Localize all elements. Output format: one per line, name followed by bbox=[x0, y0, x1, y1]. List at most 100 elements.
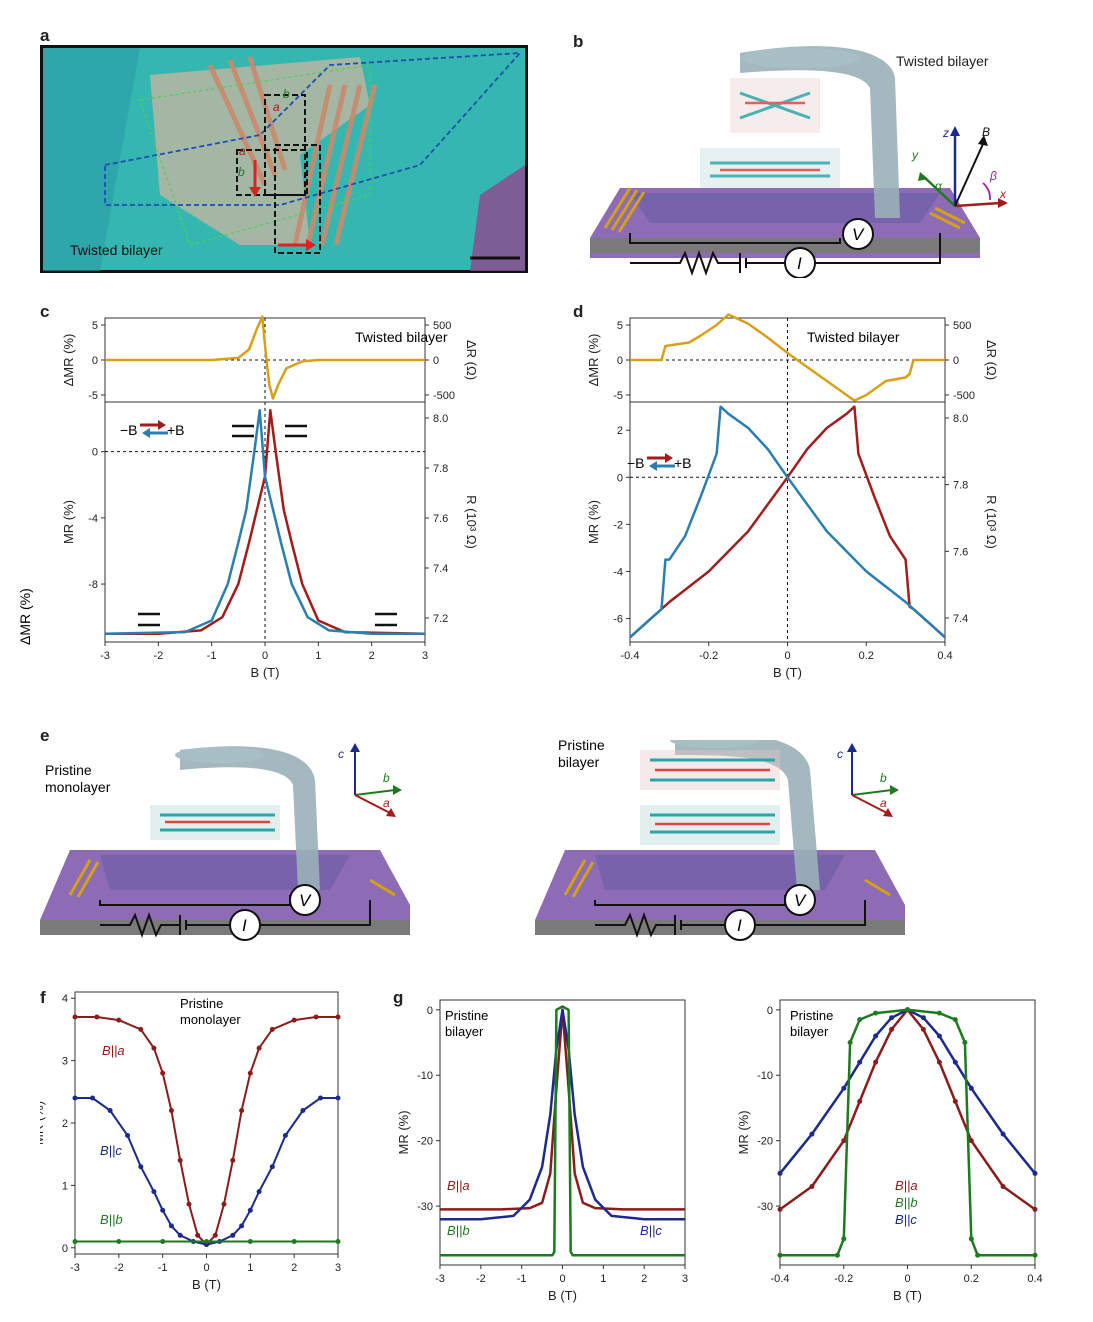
chart-d: -5 0 5 500 0 -500 ΔMR (%) ΔR (Ω) -6 -4 -2 0 2 8.0 7.8… bbox=[586, 313, 999, 680]
g_right-point bbox=[889, 1026, 895, 1032]
f-ytick-label: 3 bbox=[62, 1056, 68, 1068]
f-point bbox=[269, 1164, 275, 1170]
mono-axis-a: a bbox=[383, 796, 390, 810]
circuit-wire-v bbox=[629, 233, 841, 244]
f-point bbox=[335, 1095, 341, 1101]
chart-c-title: Twisted bilayer bbox=[355, 329, 448, 345]
mono-voltmeter-label: V bbox=[299, 891, 312, 910]
axis-x-label: x bbox=[999, 187, 1007, 201]
g_right-point bbox=[1032, 1252, 1038, 1258]
f-point bbox=[291, 1239, 297, 1244]
g_right-ytick-label: -20 bbox=[757, 1136, 773, 1148]
g_right-point bbox=[834, 1252, 840, 1258]
d_main-xtick-label: -0.4 bbox=[621, 650, 640, 662]
d_main-xtick-label: 0 bbox=[784, 650, 790, 662]
f-point bbox=[151, 1189, 157, 1195]
chart-g-left-plot: 0-10-20-30-3 -2 -1 0 1 2 3B (T)MR (%) bbox=[396, 999, 688, 1303]
f-point bbox=[247, 1070, 253, 1076]
g_right-xlabel: B (T) bbox=[893, 1288, 922, 1303]
c-top-ylabel: ΔMR (%) bbox=[17, 588, 33, 645]
f-point bbox=[230, 1232, 236, 1238]
g_right-point bbox=[952, 1059, 958, 1065]
g_right-point bbox=[857, 1059, 863, 1065]
f-point bbox=[247, 1239, 253, 1244]
chart-d-top: -5 0 5 500 0 -500 ΔMR (%) ΔR (Ω) bbox=[586, 313, 999, 403]
f-point bbox=[116, 1239, 122, 1244]
c_top-series-0 bbox=[105, 315, 425, 400]
substrate-shade bbox=[43, 48, 140, 271]
g_left-xtick-label: -1 bbox=[517, 1273, 527, 1285]
d_main-y2tick-label: 8.0 bbox=[953, 413, 968, 425]
chart-f-title-1: Pristine bbox=[180, 996, 223, 1011]
c_main-y2label: R (10³ Ω) bbox=[464, 495, 479, 549]
f-point bbox=[239, 1108, 245, 1113]
g_right-ytick-label: 0 bbox=[767, 1005, 773, 1017]
angle-beta-label: β bbox=[989, 169, 997, 183]
g_right-point bbox=[905, 1007, 910, 1013]
bi-voltmeter-label: V bbox=[794, 891, 807, 910]
angle-alpha-label: α bbox=[935, 179, 943, 193]
f-ytick-label: 1 bbox=[62, 1180, 68, 1192]
panel-label-c: c bbox=[40, 302, 50, 321]
c_main-series-0 bbox=[105, 409, 426, 635]
g_right-xtick-label: -0.4 bbox=[771, 1273, 790, 1285]
chart-g-left-title-1: Pristine bbox=[445, 1008, 488, 1023]
chart-c: -5 0 5 500 0 -500 ΔMR (%) ΔR (Ω) -8 -4 0 8.0 7.8 7.6… bbox=[17, 315, 479, 680]
chart-g-left-title-2: bilayer bbox=[445, 1024, 484, 1039]
voltmeter-label: V bbox=[852, 225, 865, 244]
chart-f-label-Ba: B||a bbox=[102, 1043, 125, 1058]
c_top-y2tick-label: 0 bbox=[433, 355, 439, 367]
axis-y-label: y bbox=[911, 148, 919, 162]
f-point bbox=[195, 1232, 201, 1238]
chart-g-right-label-Bb: B||b bbox=[895, 1195, 918, 1210]
g_right-point bbox=[952, 1098, 958, 1104]
bi-axis-b: b bbox=[880, 771, 887, 785]
f-xtick-label: 3 bbox=[335, 1262, 341, 1274]
g_right-point bbox=[1032, 1170, 1038, 1176]
g_right-point bbox=[920, 1026, 926, 1032]
d_main-ytick-label: -4 bbox=[613, 566, 623, 578]
left-electrodes bbox=[603, 187, 646, 233]
schematic-title: Twisted bilayer bbox=[896, 53, 989, 69]
chart-g-left: 0-10-20-30-3 -2 -1 0 1 2 3B (T)MR (%) Pristine… bbox=[396, 999, 688, 1303]
chart-g-left-label-Bb: B||b bbox=[447, 1223, 470, 1238]
f-point bbox=[160, 1207, 166, 1213]
g_right-point bbox=[809, 1131, 815, 1137]
circuit-wire-i bbox=[630, 233, 941, 277]
coordinate-axes bbox=[918, 126, 1008, 208]
f-xtick-label: 0 bbox=[203, 1262, 209, 1274]
f-point bbox=[151, 1045, 157, 1051]
panel-label-f: f bbox=[40, 988, 46, 1007]
f-point bbox=[256, 1045, 262, 1051]
f-point bbox=[282, 1133, 288, 1138]
g_right-point bbox=[777, 1252, 783, 1258]
g_left-ytick-label: -30 bbox=[417, 1201, 433, 1213]
g_right-point bbox=[968, 1236, 974, 1242]
f-point bbox=[177, 1232, 183, 1238]
chart-g-right-label-Bc: B||c bbox=[895, 1212, 917, 1227]
f-ytick-label: 4 bbox=[62, 993, 68, 1005]
f-point bbox=[116, 1017, 122, 1023]
g_right-ylabel: MR (%) bbox=[736, 1110, 751, 1154]
f-point bbox=[256, 1189, 262, 1195]
g_left-xtick-label: 3 bbox=[682, 1273, 688, 1285]
bilayer-title-2: bilayer bbox=[558, 754, 600, 770]
c_top-ytick-label: 5 bbox=[92, 320, 98, 332]
d_main-y2tick-label: 7.4 bbox=[953, 613, 968, 625]
chart-g-left-label-Ba: B||a bbox=[447, 1178, 470, 1193]
chart-g-right-plot: 0 -10 -20 -30 -0.4 -0.2 0 0.2 0.4 B (T) MR (%) bbox=[736, 999, 1043, 1303]
f-point bbox=[247, 1207, 253, 1213]
g_right-point bbox=[962, 1040, 968, 1045]
c_main-series-1 bbox=[104, 409, 425, 635]
d_main-ytick-label: 2 bbox=[617, 425, 623, 437]
f-point bbox=[125, 1133, 131, 1138]
g_right-point bbox=[777, 1206, 783, 1212]
g_right-point bbox=[952, 1017, 958, 1023]
f-ylabel: MR (%) bbox=[40, 1101, 46, 1145]
monolayer-device: V I bbox=[40, 746, 410, 941]
hbn-outline bbox=[139, 64, 371, 246]
chart-g-right: 0 -10 -20 -30 -0.4 -0.2 0 0.2 0.4 B (T) MR (%) Pri… bbox=[736, 999, 1043, 1303]
f-point bbox=[313, 1014, 319, 1020]
bi-axis-a: a bbox=[880, 796, 887, 810]
g_left-xtick-label: 0 bbox=[559, 1273, 565, 1285]
